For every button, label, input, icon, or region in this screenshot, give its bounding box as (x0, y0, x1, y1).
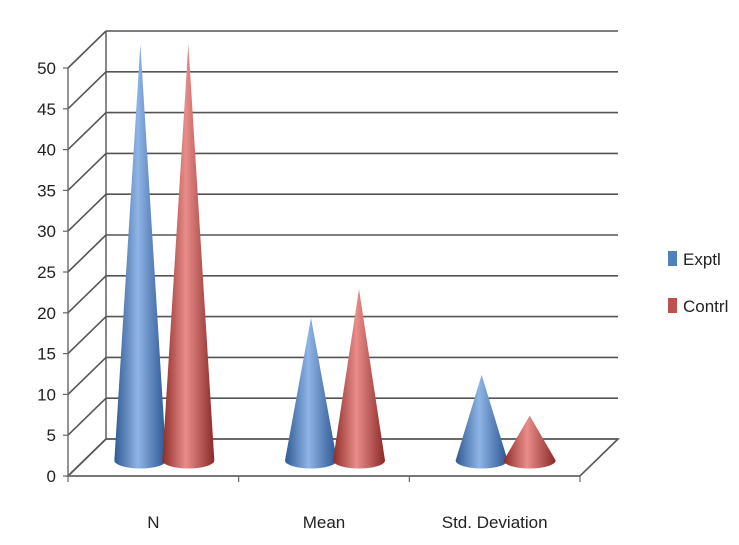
legend: Exptl Contrl (668, 250, 728, 316)
side-gridline (67, 112, 107, 151)
cone-body (333, 289, 385, 469)
cone (162, 44, 215, 469)
side-gridline (67, 193, 107, 232)
cone (503, 415, 556, 469)
cone (455, 374, 508, 469)
y-tick-label: 15 (37, 345, 56, 364)
side-gridline (67, 356, 107, 395)
y-tick-label: 50 (37, 59, 56, 78)
y-tick-label: 10 (37, 385, 56, 404)
y-tick-label: 20 (37, 304, 56, 323)
x-category-label: N (147, 513, 159, 532)
y-tick-label: 0 (47, 467, 56, 486)
legend-swatch (668, 298, 677, 313)
side-gridline (67, 30, 107, 69)
x-category-label: Mean (303, 513, 346, 532)
cone (333, 289, 385, 469)
y-tick-label: 30 (37, 222, 56, 241)
cone-body (162, 44, 215, 469)
legend-swatch (668, 251, 677, 266)
y-axis: 0 5 10 15 20 25 30 35 40 45 50 (37, 59, 69, 486)
y-tick-label: 40 (37, 141, 56, 160)
side-gridline (67, 316, 107, 355)
legend-label: Exptl (683, 250, 721, 269)
y-tick-label: 45 (37, 100, 56, 119)
legend-label: Contrl (683, 297, 728, 316)
side-gridline (67, 71, 107, 110)
x-axis: N Mean Std. Deviation (67, 475, 581, 532)
cone (114, 44, 167, 469)
side-gridline (67, 152, 107, 191)
side-gridline (67, 397, 107, 436)
y-tick-label: 35 (37, 181, 56, 200)
y-tick-label: 5 (47, 426, 56, 445)
cone-body (114, 44, 167, 469)
cone-series (114, 44, 556, 469)
x-category-label: Std. Deviation (442, 513, 548, 532)
side-gridline (67, 234, 107, 273)
side-gridline (67, 275, 107, 314)
cone-body (285, 317, 337, 469)
cone-body (455, 374, 508, 469)
cone (285, 317, 337, 469)
y-tick-label: 25 (37, 263, 56, 282)
cone-body (503, 415, 556, 469)
